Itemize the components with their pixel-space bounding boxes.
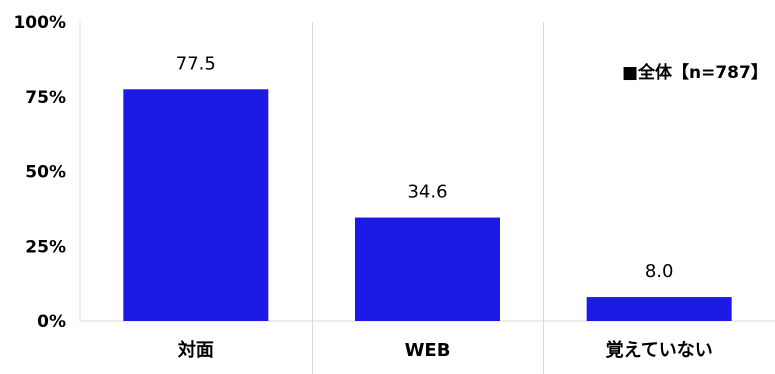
bar — [586, 297, 732, 321]
data-label: 8.0 — [645, 261, 674, 282]
bars — [123, 89, 732, 322]
y-tick-label: 100% — [13, 13, 66, 33]
y-tick-label: 50% — [25, 163, 66, 183]
category-label: 対面 — [177, 339, 214, 361]
legend: ■ 全体【n=787】 — [622, 62, 768, 83]
y-tick-label: 25% — [25, 237, 66, 257]
bar — [355, 217, 500, 321]
legend-label: 全体【n=787】 — [637, 62, 768, 83]
data-labels: 77.5 34.6 8.0 — [176, 53, 674, 282]
category-label: 覚えていない — [606, 339, 713, 361]
category-label: WEB — [405, 340, 451, 361]
data-label: 77.5 — [176, 53, 216, 74]
y-axis-ticks: 0% 25% 50% 75% 100% — [13, 13, 66, 332]
bar — [123, 89, 269, 322]
y-tick-label: 75% — [25, 88, 66, 108]
category-labels: 対面 WEB 覚えていない — [177, 339, 713, 361]
y-tick-label: 0% — [37, 312, 66, 332]
data-label: 34.6 — [407, 182, 447, 203]
legend-marker: ■ — [622, 63, 638, 83]
